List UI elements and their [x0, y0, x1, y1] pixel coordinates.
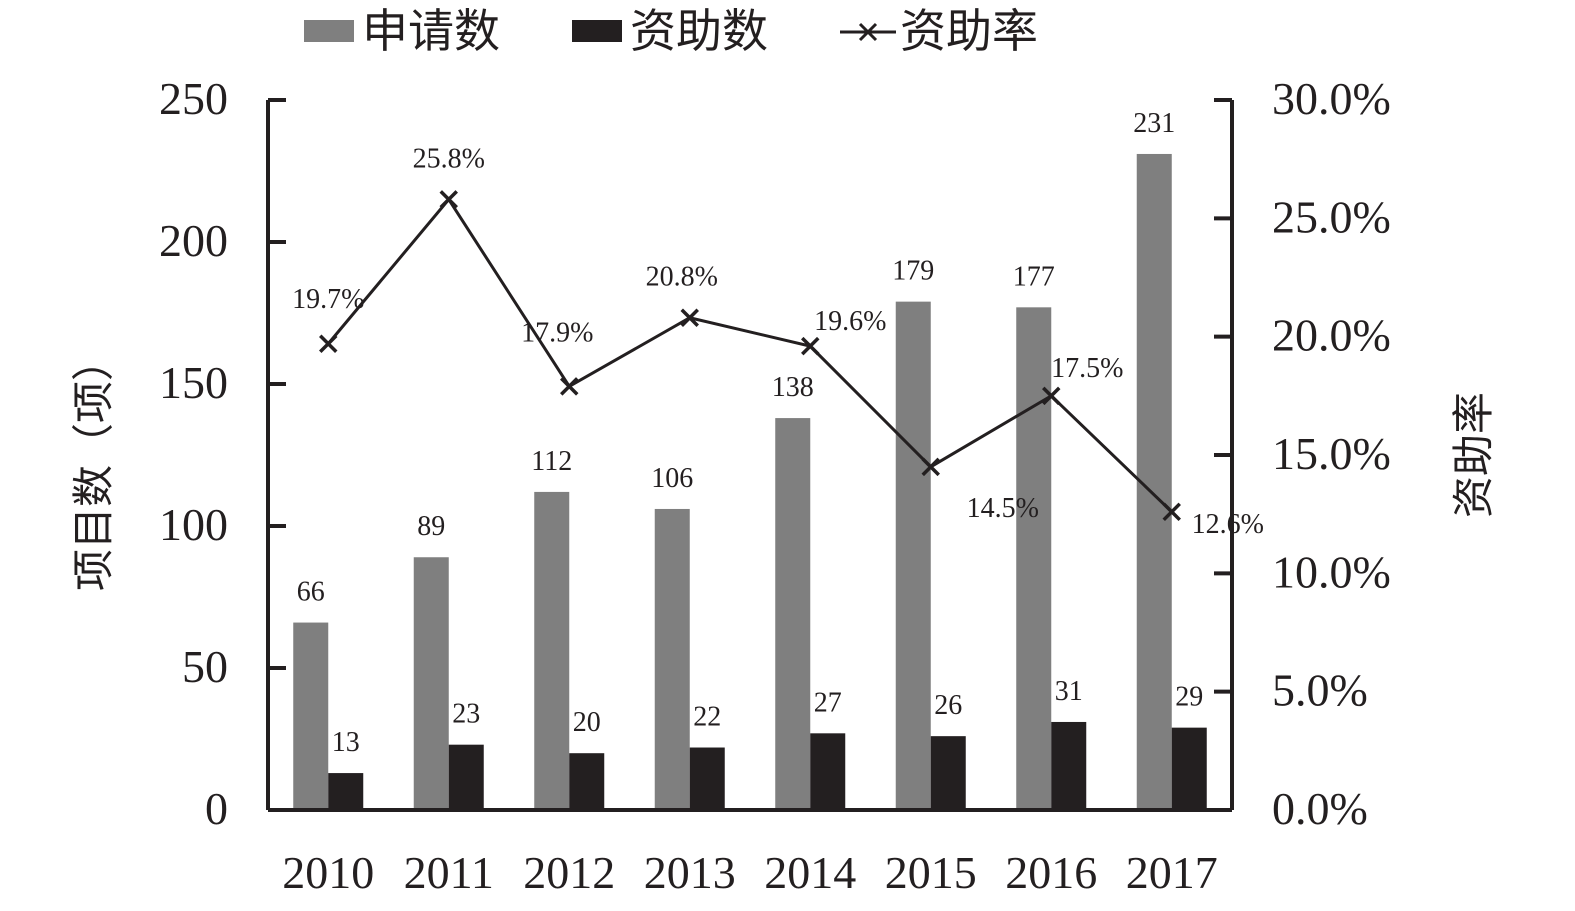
label-application-2013: 106	[651, 463, 693, 494]
rate-marker-2012	[560, 377, 579, 396]
rate-polyline	[327, 196, 1173, 513]
label-rate-2014: 19.6%	[814, 306, 886, 337]
label-funded-2011: 23	[452, 699, 480, 730]
data-labels: 66 13 89 23 112 20 106 22 138 27 179 26 177 31 231 29 19…	[292, 108, 1264, 758]
x-tick-label: 2017	[1126, 847, 1218, 898]
x-tick-label: 2011	[404, 847, 494, 898]
bar-funded-2015	[930, 736, 966, 810]
bar-application-2011	[413, 557, 449, 810]
label-application-2012: 112	[531, 446, 572, 477]
label-funded-2010: 13	[332, 727, 360, 758]
x-tick-label: 2016	[1005, 847, 1097, 898]
bar-application-2013	[654, 508, 690, 810]
bar-application-2014	[775, 418, 811, 810]
bar-funded-2014	[810, 733, 846, 810]
rate-marker-2011	[439, 190, 458, 209]
y-axis-title: 项目数（项）	[69, 339, 118, 591]
bar-funded-2017	[1171, 727, 1207, 810]
bar-application-2010	[293, 622, 329, 810]
label-rate-2012: 17.9%	[521, 317, 593, 348]
x-tick-label: 2012	[523, 847, 615, 898]
legend-label-rate: 资助率	[900, 4, 1038, 58]
rate-marker-2013	[680, 308, 699, 327]
label-application-2010: 66	[297, 577, 325, 608]
bar-funded-2010	[328, 773, 364, 810]
label-funded-2013: 22	[693, 702, 721, 733]
label-rate-2017: 12.6%	[1192, 509, 1264, 540]
legend-marker-rate	[858, 22, 878, 42]
y2-tick-label: 5.0%	[1272, 665, 1368, 716]
label-application-2017: 231	[1133, 108, 1175, 139]
bar-application-2016	[1016, 307, 1052, 810]
y2-axis-title: 资助率	[1449, 392, 1498, 518]
bar-funded-2012	[569, 753, 605, 810]
y2-tick-label: 10.0%	[1272, 546, 1391, 597]
y2-tick-label: 0.0%	[1272, 783, 1368, 834]
label-application-2011: 89	[417, 511, 445, 542]
rate-marker-2014	[801, 336, 820, 356]
label-funded-2017: 29	[1175, 682, 1203, 713]
label-rate-2013: 20.8%	[646, 262, 718, 293]
bars	[293, 153, 1207, 810]
x-tick-label: 2014	[764, 847, 856, 898]
y2-tick-label: 20.0%	[1272, 310, 1391, 361]
label-funded-2015: 26	[934, 690, 962, 721]
x-tick-label: 2010	[282, 847, 374, 898]
label-funded-2012: 20	[573, 707, 601, 738]
rate-marker-2010	[319, 334, 338, 354]
label-rate-2016: 17.5%	[1051, 353, 1123, 384]
y-tick-label: 200	[159, 215, 228, 266]
y2-tick-label: 30.0%	[1272, 73, 1391, 124]
rate-marker-2016	[1042, 386, 1061, 406]
x-tick-label: 2015	[885, 847, 977, 898]
axes: 0 50 100 150 200 250 0.0% 5.0% 10.0% 15.0% 20.0% 25…	[159, 73, 1391, 898]
y-tick-label: 0	[205, 783, 228, 834]
y-tick-label: 150	[159, 357, 228, 408]
y-tick-label: 100	[159, 499, 228, 550]
label-rate-2010: 19.7%	[292, 284, 364, 315]
bar-funded-2013	[689, 747, 725, 810]
bar-funded-2016	[1051, 721, 1087, 810]
legend-label-funded: 资助数	[630, 4, 768, 58]
y-tick-label: 250	[159, 73, 228, 124]
label-application-2015: 179	[892, 256, 934, 287]
label-rate-2015: 14.5%	[967, 493, 1039, 524]
y2-tick-label: 15.0%	[1272, 428, 1391, 479]
rate-marker-2017	[1162, 502, 1181, 522]
y-tick-label: 50	[182, 641, 228, 692]
x-tick-label: 2013	[644, 847, 736, 898]
legend-swatch-funded	[572, 20, 622, 42]
bar-application-2012	[534, 491, 570, 810]
rate-line	[319, 190, 1181, 522]
label-application-2016: 177	[1013, 261, 1055, 292]
rate-marker-2015	[921, 457, 940, 477]
y2-tick-label: 25.0%	[1272, 191, 1391, 242]
label-application-2014: 138	[772, 372, 814, 403]
bar-funded-2011	[448, 744, 484, 810]
legend: 申请数 资助数 资助率	[304, 4, 1038, 58]
label-funded-2016: 31	[1055, 676, 1083, 707]
label-rate-2011: 25.8%	[413, 143, 485, 174]
legend-label-application: 申请数	[362, 4, 500, 58]
label-funded-2014: 27	[814, 687, 842, 718]
legend-swatch-application	[304, 20, 354, 42]
bar-application-2015	[895, 301, 931, 810]
